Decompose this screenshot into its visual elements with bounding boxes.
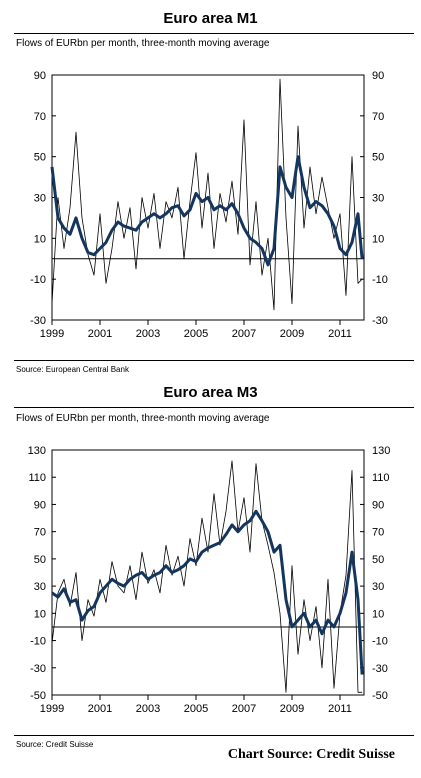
y-tick-label-left: -10 [30, 274, 46, 286]
x-tick-label: 2009 [280, 703, 304, 715]
chart-subtitle: Flows of EURbn per month, three-month mo… [16, 38, 270, 49]
y-tick-label-right: 50 [372, 554, 384, 566]
x-tick-label: 2007 [232, 328, 256, 340]
y-tick-label-right: 30 [372, 193, 384, 205]
x-tick-label: 2005 [184, 328, 208, 340]
y-tick-label-left: 90 [34, 499, 46, 511]
chart-credit: Chart Source: Credit Suisse [227, 747, 395, 762]
x-tick-label: 2011 [328, 703, 352, 715]
y-tick-label-left: 30 [34, 193, 46, 205]
x-tick-label: 2007 [232, 703, 256, 715]
m3-chart: -50 -50 -30 -30 -10 -10 10 10 30 30 50 50 70 70 90 90 11… [28, 445, 391, 715]
y-tick-label-left: -30 [30, 315, 46, 327]
y-tick-label-right: 90 [372, 70, 384, 82]
y-tick-label-left: -50 [30, 690, 46, 702]
title-rule [14, 407, 414, 408]
y-tick-label-left: 50 [34, 152, 46, 164]
y-tick-label-right: -10 [372, 274, 388, 286]
x-tick-label: 1999 [40, 703, 64, 715]
y-tick-label-left: 10 [34, 233, 46, 245]
x-tick-label: 2003 [136, 328, 160, 340]
y-tick-label-left: 70 [34, 111, 46, 123]
monthly-flow-line [51, 460, 363, 693]
y-tick-label-right: 90 [372, 499, 384, 511]
m1-chart: -30 -30 -10 -10 10 10 30 30 50 50 70 70 90 90 1999 2001… [30, 70, 388, 340]
y-tick-label-left: -10 [30, 636, 46, 648]
y-tick-label-left: 90 [34, 70, 46, 82]
x-tick-label: 2005 [184, 703, 208, 715]
source-note: Source: European Central Bank [16, 365, 129, 374]
y-tick-label-right: 110 [372, 472, 390, 484]
source-rule [14, 360, 414, 361]
y-tick-label-right: 130 [372, 445, 390, 457]
x-tick-label: 2001 [88, 328, 112, 340]
x-tick-label: 1999 [40, 328, 64, 340]
plot-frame [51, 449, 365, 696]
chart-title: Euro area M3 [163, 384, 258, 401]
y-tick-label-left: 110 [28, 472, 46, 484]
x-tick-label: 2011 [328, 328, 352, 340]
chart-title: Euro area M1 [163, 10, 258, 27]
chart-subtitle: Flows of EURbn per month, three-month mo… [16, 413, 270, 424]
y-tick-label-left: -30 [30, 663, 46, 675]
title-rule [14, 33, 414, 34]
source-note: Source: Credit Suisse [16, 740, 94, 749]
y-tick-label-right: -50 [372, 690, 388, 702]
y-tick-label-right: 70 [372, 111, 384, 123]
y-tick-label-left: 50 [34, 554, 46, 566]
source-rule [14, 735, 414, 736]
y-tick-label-right: 10 [372, 233, 384, 245]
x-tick-label: 2001 [88, 703, 112, 715]
y-tick-label-left: 10 [34, 608, 46, 620]
y-tick-label-left: 30 [34, 581, 46, 593]
y-tick-label-right: 30 [372, 581, 384, 593]
y-tick-label-left: 130 [28, 445, 46, 457]
y-tick-label-right: -30 [372, 663, 388, 675]
monthly-flow-line [51, 78, 363, 311]
y-tick-label-right: 50 [372, 152, 384, 164]
moving-average-line [50, 155, 364, 267]
y-tick-label-right: 70 [372, 527, 384, 539]
y-tick-label-right: -30 [372, 315, 388, 327]
x-tick-label: 2009 [280, 328, 304, 340]
x-tick-label: 2003 [136, 703, 160, 715]
y-tick-label-right: 10 [372, 608, 384, 620]
y-tick-label-right: -10 [372, 636, 388, 648]
y-tick-label-left: 70 [34, 527, 46, 539]
moving-average-line [51, 509, 364, 675]
